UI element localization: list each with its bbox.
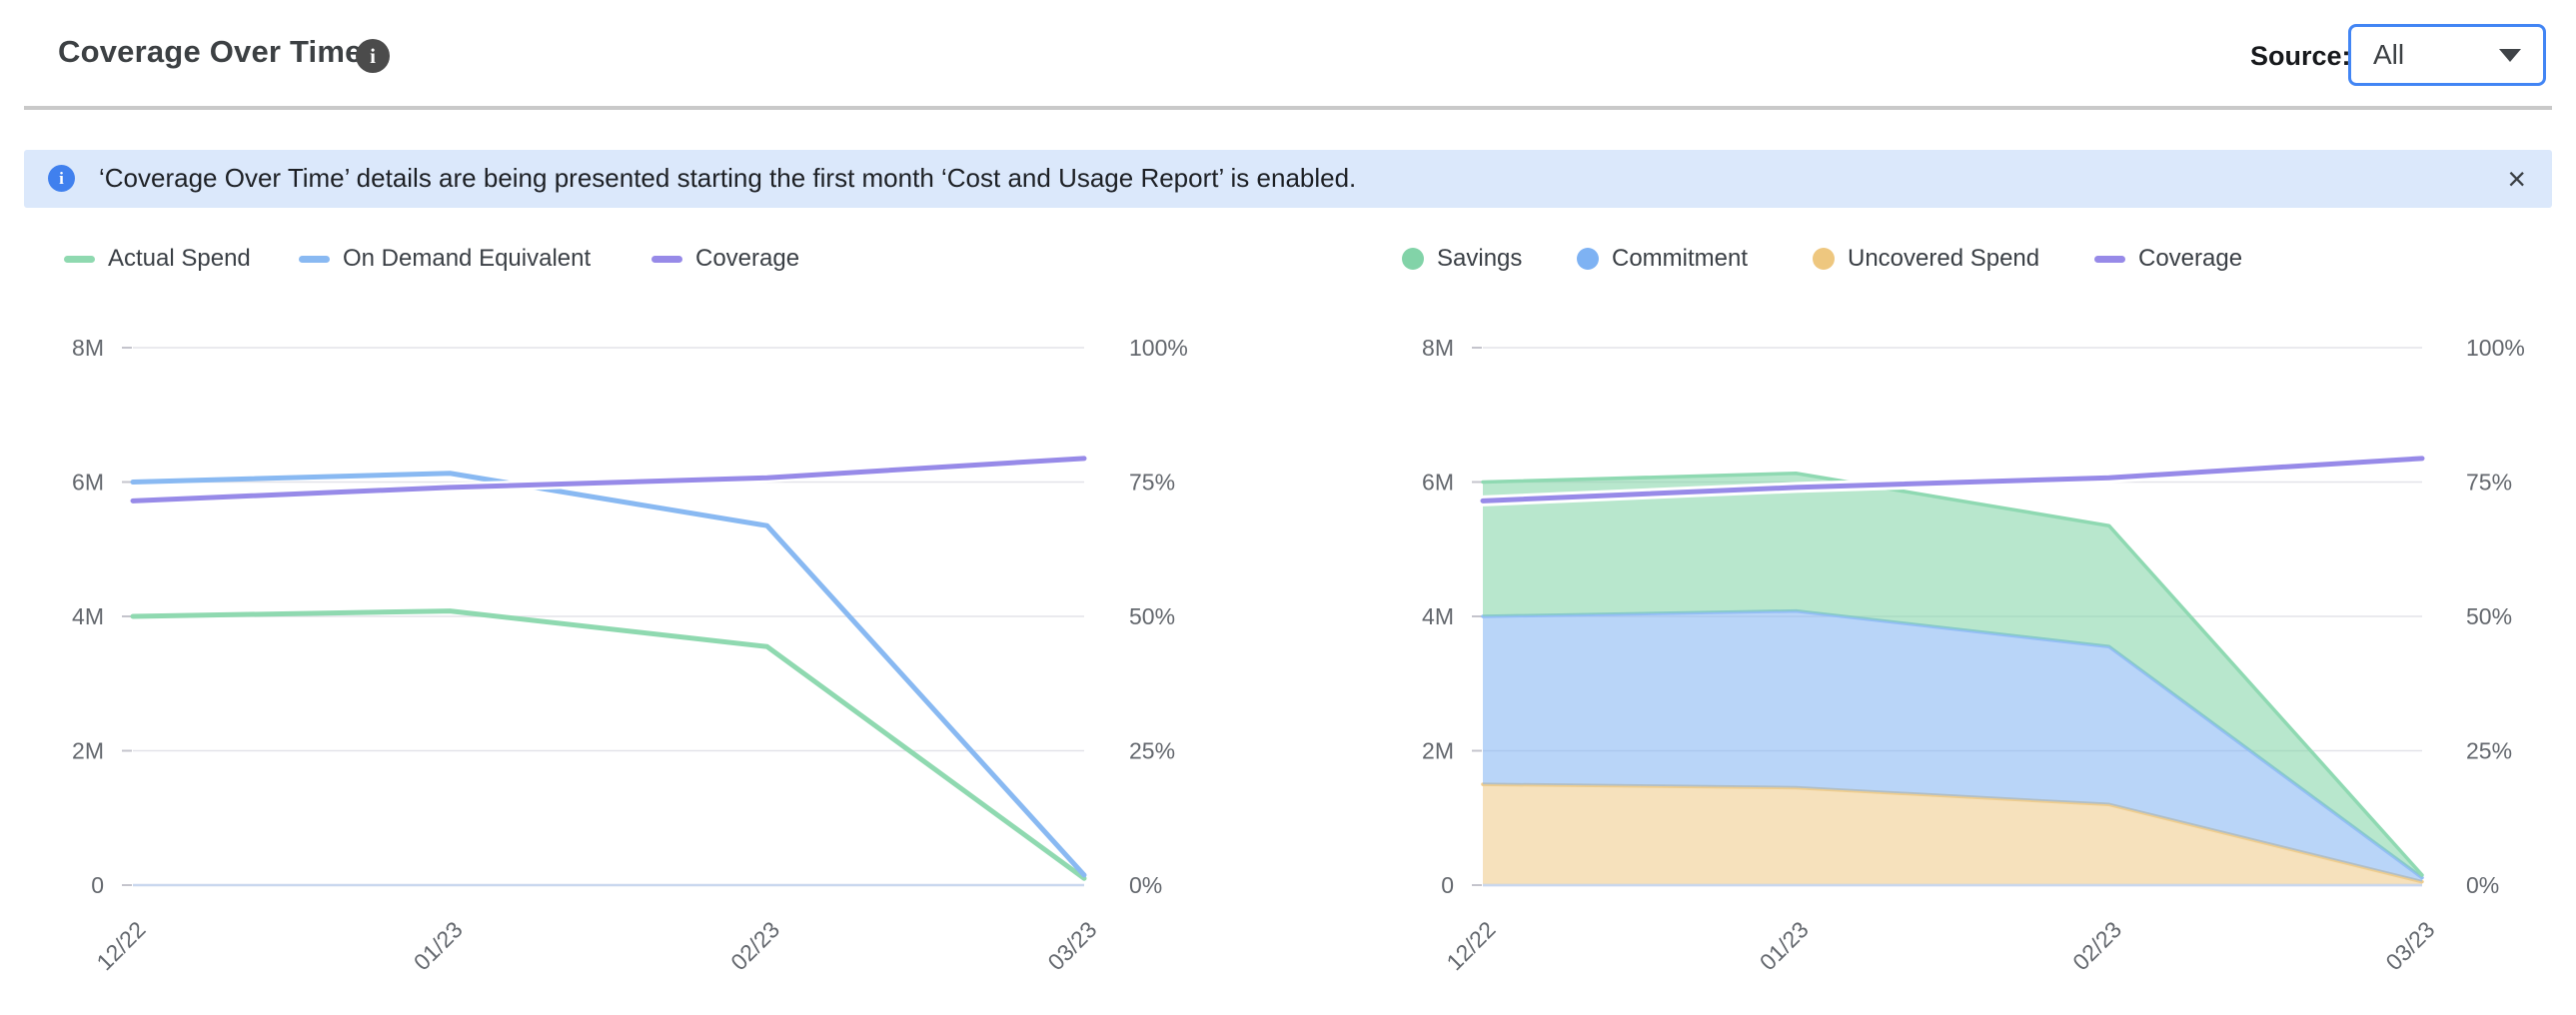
series-line-coverage[interactable] [130, 456, 1087, 504]
y-axis-label-left: 0 [91, 872, 104, 898]
area-uncovered-spend[interactable] [1483, 784, 2422, 885]
y-axis-label-right: 25% [1129, 738, 1175, 764]
y-axis-label-left: 4M [1422, 603, 1454, 629]
y-axis-label-right: 0% [1129, 872, 1162, 898]
legend-line-swatch [299, 255, 330, 263]
series-line-actual-spend[interactable] [130, 608, 1087, 881]
legend-item-coverage-left[interactable]: Coverage [651, 244, 799, 274]
close-icon[interactable]: × [2507, 161, 2526, 197]
area-savings[interactable] [1483, 473, 2422, 878]
legend-line-swatch [2094, 255, 2125, 263]
legend-line-swatch [651, 255, 682, 263]
legend-label: Commitment [1612, 245, 1749, 272]
banner-info-icon: i [48, 165, 75, 192]
area-edge [1481, 472, 2424, 877]
x-axis-label: 03/23 [2380, 916, 2439, 975]
header-divider [24, 106, 2552, 110]
legend-label: Coverage [695, 245, 800, 272]
source-label: Source: [2250, 41, 2351, 71]
legend-item-commitment[interactable]: Commitment [1577, 244, 1748, 274]
legend-dot-swatch [1402, 248, 1424, 270]
y-axis-label-left: 2M [72, 738, 104, 764]
x-axis-label: 01/23 [409, 916, 468, 975]
x-axis-label: 02/23 [725, 916, 784, 975]
banner-text: ‘Coverage Over Time’ details are being p… [99, 162, 1357, 193]
y-axis-label-left: 6M [72, 470, 104, 496]
banner-info-icon-glyph: i [59, 168, 64, 188]
y-axis-label-left: 8M [1422, 335, 1454, 361]
source-dropdown[interactable]: All [2348, 24, 2546, 86]
legend-item-actual-spend[interactable]: Actual Spend [64, 244, 251, 274]
charts-canvas: 8M 100% 6M 75% 4M 50% 2M 25% 0 0% 12/22 01/23 02/23 0… [72, 335, 2525, 975]
legend-label: Savings [1437, 245, 1523, 272]
legend-label: Actual Spend [108, 245, 251, 272]
y-axis-label-right: 75% [1129, 470, 1175, 496]
x-axis-label: 01/23 [1755, 916, 1814, 975]
legend-dot-swatch [1813, 248, 1835, 270]
y-axis-label-right: 100% [1129, 335, 1188, 361]
source-dropdown-value: All [2373, 39, 2405, 70]
y-axis-label-right: 75% [2466, 470, 2512, 496]
y-axis-label-right: 0% [2466, 872, 2499, 898]
page-title: Coverage Over Time [58, 34, 363, 69]
y-axis-label-left: 0 [1441, 872, 1454, 898]
legend-label: Uncovered Spend [1848, 245, 2040, 272]
y-axis-label-left: 6M [1422, 470, 1454, 496]
info-banner: i ‘Coverage Over Time’ details are being… [24, 150, 2552, 208]
y-axis-label-right: 25% [2466, 738, 2512, 764]
y-axis-label-right: 100% [2466, 335, 2525, 361]
x-axis-label: 03/23 [1042, 916, 1101, 975]
y-axis-label-right: 50% [2466, 603, 2512, 629]
series-line-on-demand-equivalent[interactable] [130, 471, 1087, 878]
y-axis-label-right: 50% [1129, 603, 1175, 629]
legend-item-coverage-right[interactable]: Coverage [2094, 244, 2242, 274]
y-axis-label-left: 4M [72, 603, 104, 629]
legend-item-savings[interactable]: Savings [1402, 244, 1522, 274]
x-axis-label: 12/22 [91, 916, 150, 975]
x-axis-label: 02/23 [2067, 916, 2126, 975]
y-axis-label-left: 8M [72, 335, 104, 361]
y-axis-label-left: 2M [1422, 738, 1454, 764]
legend-label: On Demand Equivalent [343, 245, 592, 272]
info-icon-glyph: i [370, 43, 376, 68]
legend-label: Coverage [2138, 245, 2243, 272]
series-line-coverage[interactable] [1480, 456, 2425, 504]
area-commitment[interactable] [1483, 610, 2422, 882]
legend-item-uncovered-spend[interactable]: Uncovered Spend [1813, 244, 2039, 274]
legend-dot-swatch [1577, 248, 1599, 270]
info-icon[interactable]: i [356, 39, 390, 73]
legend-item-on-demand-equivalent[interactable]: On Demand Equivalent [299, 244, 591, 274]
legend-line-swatch [64, 255, 95, 263]
chevron-down-icon [2499, 48, 2521, 62]
x-axis-label: 12/22 [1441, 916, 1500, 975]
